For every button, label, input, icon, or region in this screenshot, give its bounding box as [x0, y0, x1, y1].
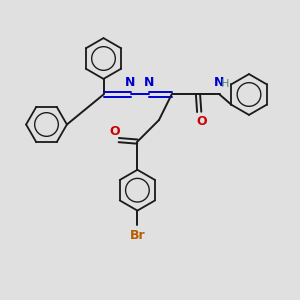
- Text: Br: Br: [130, 229, 145, 242]
- Text: O: O: [196, 116, 207, 128]
- Text: N: N: [214, 76, 224, 89]
- Text: N: N: [144, 76, 154, 89]
- Text: N: N: [125, 76, 136, 89]
- Text: H: H: [221, 80, 229, 89]
- Text: O: O: [109, 125, 120, 138]
